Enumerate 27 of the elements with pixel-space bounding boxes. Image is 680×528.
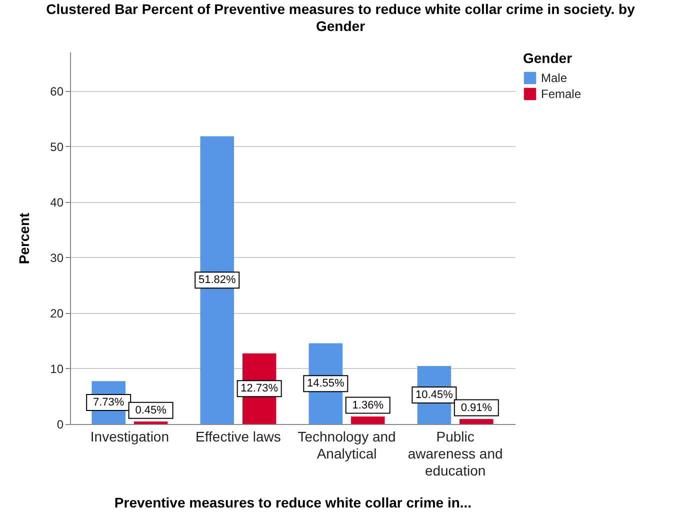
data-label: 0.45% bbox=[135, 404, 167, 416]
chart-title: Clustered Bar Percent of Preventive measures to reduce white collar crime in society. by Gender bbox=[46, 1, 636, 34]
y-tick-label: 20 bbox=[50, 306, 64, 320]
y-tick-label: 0 bbox=[56, 418, 64, 432]
y-tick-label: 50 bbox=[50, 140, 64, 154]
data-label: 51.82% bbox=[198, 274, 236, 286]
y-axis-title: Percent bbox=[16, 212, 32, 264]
x-axis-title: Preventive measures to reduce white collar crime in... bbox=[114, 494, 472, 510]
data-label: 7.73% bbox=[92, 396, 124, 409]
x-tick-label: Public awareness and education bbox=[408, 428, 503, 478]
x-tick-label: Technology and Analytical bbox=[298, 428, 396, 462]
legend-title: Gender bbox=[523, 50, 573, 66]
data-label: 12.73% bbox=[240, 382, 278, 395]
bar bbox=[350, 416, 385, 424]
y-tick-label: 60 bbox=[50, 84, 64, 98]
data-label: 14.55% bbox=[307, 378, 345, 390]
x-tick-label: Investigation bbox=[90, 428, 169, 444]
y-tick-label: 30 bbox=[50, 250, 64, 265]
data-label: 0.91% bbox=[460, 402, 492, 414]
data-label: 1.36% bbox=[352, 399, 384, 412]
y-tick-label: 40 bbox=[50, 195, 64, 210]
bar bbox=[460, 418, 494, 424]
legend-label: Female bbox=[541, 87, 582, 101]
x-tick-label: Effective laws bbox=[196, 428, 281, 444]
legend-label: Male bbox=[541, 71, 568, 85]
y-tick-label: 10 bbox=[50, 362, 64, 376]
data-label: 10.45% bbox=[416, 388, 454, 401]
